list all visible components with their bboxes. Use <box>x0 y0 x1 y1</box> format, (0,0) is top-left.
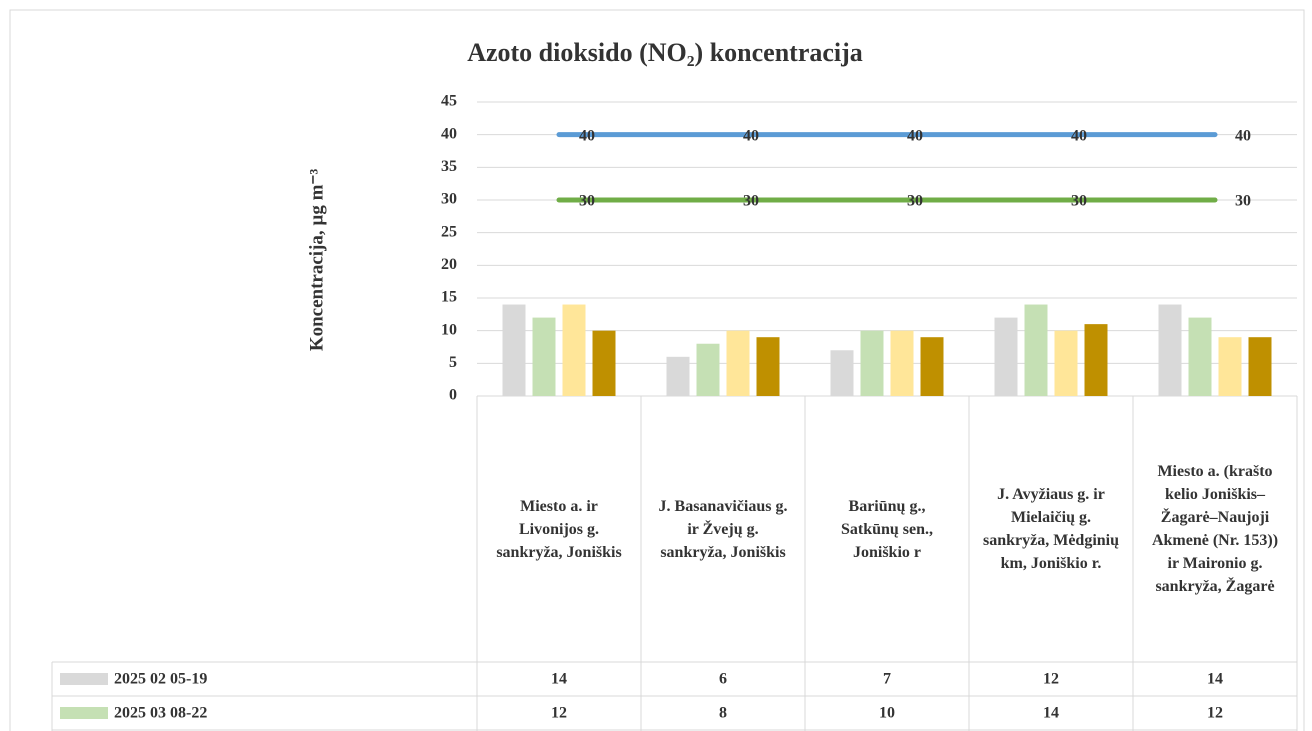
legend-label: 2025 03 08-22 <box>114 705 207 722</box>
bar <box>532 317 556 396</box>
bar <box>1188 317 1212 396</box>
bar <box>592 330 616 396</box>
bar <box>860 330 884 396</box>
chart-title: Azoto dioksido (NO₂) koncentracija <box>467 38 863 67</box>
data-label: 40 <box>907 127 923 144</box>
data-label: 40 <box>743 127 759 144</box>
data-label: 30 <box>1071 193 1087 210</box>
bar <box>920 337 944 396</box>
table-value: 8 <box>719 705 727 722</box>
x-tick-label: Miesto a. (krašto kelio Joniškis–Žagarė–… <box>1151 463 1279 595</box>
table-value: 12 <box>1043 671 1059 688</box>
y-tick-label: 35 <box>441 158 457 175</box>
x-tick-label: J. Basanavičiaus g. ir Žvejų g. sankryža… <box>658 497 788 561</box>
bar <box>1084 324 1108 396</box>
data-label: 30 <box>907 193 923 210</box>
y-axis-label: Koncentracija, µg m⁻³ <box>306 169 327 352</box>
data-label: 30 <box>743 193 759 210</box>
table-value: 14 <box>1043 705 1059 722</box>
data-label: 30 <box>1235 193 1251 210</box>
table-value: 12 <box>551 705 567 722</box>
table-value: 14 <box>551 671 567 688</box>
y-tick-label: 15 <box>441 289 457 306</box>
bar <box>1248 337 1272 396</box>
table-value: 6 <box>719 671 727 688</box>
y-tick-label: 5 <box>449 354 457 371</box>
bar <box>666 356 690 396</box>
legend-key <box>60 707 108 719</box>
bar <box>1218 337 1242 396</box>
bar <box>994 317 1018 396</box>
bar <box>502 304 526 396</box>
y-tick-label: 30 <box>441 191 457 208</box>
y-tick-label: 10 <box>441 321 457 338</box>
bar <box>1024 304 1048 396</box>
data-label: 40 <box>1235 127 1251 144</box>
bar <box>726 330 750 396</box>
x-tick-label: J. Avyžiaus g. ir Mielaičių g. sankryža,… <box>983 486 1120 572</box>
table-value: 7 <box>883 671 891 688</box>
bar <box>696 343 720 396</box>
table-value: 12 <box>1207 705 1223 722</box>
data-label: 40 <box>1071 127 1087 144</box>
bar <box>562 304 586 396</box>
bar <box>890 330 914 396</box>
x-tick-label: Miesto a. ir Livonijos g. sankryža, Joni… <box>496 497 622 561</box>
bar <box>830 350 854 396</box>
legend-key <box>60 673 108 685</box>
bar <box>756 337 780 396</box>
table-value: 14 <box>1207 671 1223 688</box>
bar <box>1158 304 1182 396</box>
y-tick-label: 20 <box>441 256 457 273</box>
data-label: 40 <box>579 127 595 144</box>
y-tick-label: 0 <box>449 387 457 404</box>
bar <box>1054 330 1078 396</box>
x-tick-label: Bariūnų g., Satkūnų sen., Joniškio r <box>840 497 934 561</box>
data-label: 30 <box>579 193 595 210</box>
legend-label: 2025 02 05-19 <box>114 671 207 688</box>
chart-border <box>9 9 1305 731</box>
table-value: 10 <box>879 705 895 722</box>
y-tick-label: 45 <box>441 93 457 110</box>
y-tick-label: 25 <box>441 223 457 240</box>
y-tick-label: 40 <box>441 125 457 142</box>
